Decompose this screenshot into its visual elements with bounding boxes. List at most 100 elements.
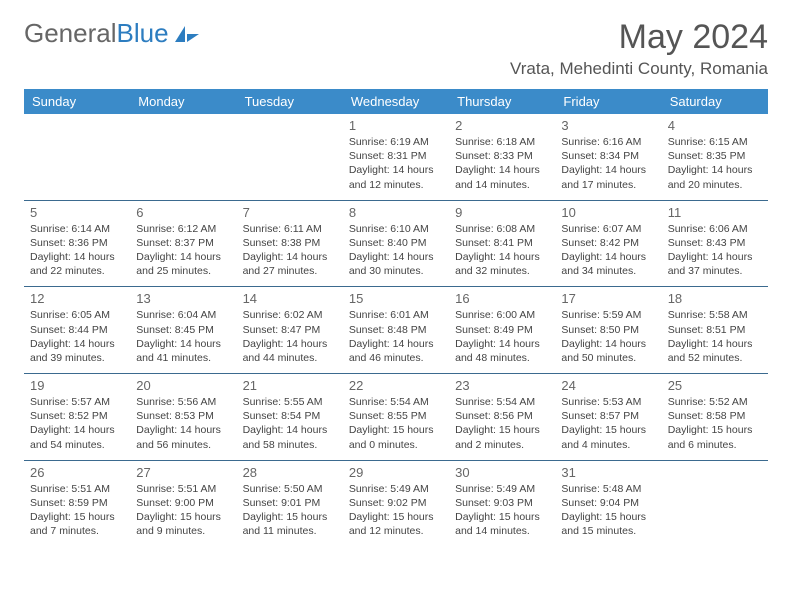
day-details: Sunrise: 6:06 AMSunset: 8:43 PMDaylight:… [668, 222, 762, 279]
day-details: Sunrise: 5:48 AMSunset: 9:04 PMDaylight:… [561, 482, 655, 539]
day-details: Sunrise: 6:14 AMSunset: 8:36 PMDaylight:… [30, 222, 124, 279]
day-number: 25 [668, 378, 762, 393]
sunrise-text: Sunrise: 5:58 AM [668, 308, 762, 322]
day-cell: 10Sunrise: 6:07 AMSunset: 8:42 PMDayligh… [555, 200, 661, 287]
sunset-text: Sunset: 8:51 PM [668, 323, 762, 337]
header-row: GeneralBlue May 2024 Vrata, Mehedinti Co… [24, 18, 768, 79]
day-cell: 23Sunrise: 5:54 AMSunset: 8:56 PMDayligh… [449, 374, 555, 461]
day-cell: 18Sunrise: 5:58 AMSunset: 8:51 PMDayligh… [662, 287, 768, 374]
day-cell: 6Sunrise: 6:12 AMSunset: 8:37 PMDaylight… [130, 200, 236, 287]
day-details: Sunrise: 6:02 AMSunset: 8:47 PMDaylight:… [243, 308, 337, 365]
day-number: 26 [30, 465, 124, 480]
daylight-text: Daylight: 14 hours and 34 minutes. [561, 250, 655, 278]
sunrise-text: Sunrise: 6:04 AM [136, 308, 230, 322]
sunrise-text: Sunrise: 6:11 AM [243, 222, 337, 236]
daylight-text: Daylight: 14 hours and 58 minutes. [243, 423, 337, 451]
day-cell: 5Sunrise: 6:14 AMSunset: 8:36 PMDaylight… [24, 200, 130, 287]
sunset-text: Sunset: 8:38 PM [243, 236, 337, 250]
weekday-header-row: Sunday Monday Tuesday Wednesday Thursday… [24, 89, 768, 114]
sunset-text: Sunset: 8:49 PM [455, 323, 549, 337]
week-row: 12Sunrise: 6:05 AMSunset: 8:44 PMDayligh… [24, 287, 768, 374]
day-cell: 21Sunrise: 5:55 AMSunset: 8:54 PMDayligh… [237, 374, 343, 461]
sunrise-text: Sunrise: 5:53 AM [561, 395, 655, 409]
day-details: Sunrise: 5:50 AMSunset: 9:01 PMDaylight:… [243, 482, 337, 539]
day-cell [130, 114, 236, 200]
daylight-text: Daylight: 15 hours and 4 minutes. [561, 423, 655, 451]
day-details: Sunrise: 5:49 AMSunset: 9:03 PMDaylight:… [455, 482, 549, 539]
day-cell: 24Sunrise: 5:53 AMSunset: 8:57 PMDayligh… [555, 374, 661, 461]
day-number: 8 [349, 205, 443, 220]
weekday-header: Tuesday [237, 89, 343, 114]
week-row: 26Sunrise: 5:51 AMSunset: 8:59 PMDayligh… [24, 460, 768, 546]
sunset-text: Sunset: 8:33 PM [455, 149, 549, 163]
sunset-text: Sunset: 9:04 PM [561, 496, 655, 510]
day-cell: 9Sunrise: 6:08 AMSunset: 8:41 PMDaylight… [449, 200, 555, 287]
sunset-text: Sunset: 8:37 PM [136, 236, 230, 250]
sunset-text: Sunset: 8:36 PM [30, 236, 124, 250]
sunset-text: Sunset: 9:02 PM [349, 496, 443, 510]
day-cell: 7Sunrise: 6:11 AMSunset: 8:38 PMDaylight… [237, 200, 343, 287]
location: Vrata, Mehedinti County, Romania [510, 59, 768, 79]
sunrise-text: Sunrise: 5:54 AM [349, 395, 443, 409]
day-details: Sunrise: 6:19 AMSunset: 8:31 PMDaylight:… [349, 135, 443, 192]
day-number: 22 [349, 378, 443, 393]
sunrise-text: Sunrise: 6:19 AM [349, 135, 443, 149]
day-number: 16 [455, 291, 549, 306]
daylight-text: Daylight: 15 hours and 9 minutes. [136, 510, 230, 538]
logo-sail-icon [173, 24, 201, 44]
day-cell: 19Sunrise: 5:57 AMSunset: 8:52 PMDayligh… [24, 374, 130, 461]
weekday-header: Wednesday [343, 89, 449, 114]
daylight-text: Daylight: 14 hours and 46 minutes. [349, 337, 443, 365]
daylight-text: Daylight: 14 hours and 25 minutes. [136, 250, 230, 278]
day-cell: 2Sunrise: 6:18 AMSunset: 8:33 PMDaylight… [449, 114, 555, 200]
sunrise-text: Sunrise: 6:07 AM [561, 222, 655, 236]
sunrise-text: Sunrise: 6:18 AM [455, 135, 549, 149]
daylight-text: Daylight: 14 hours and 50 minutes. [561, 337, 655, 365]
daylight-text: Daylight: 14 hours and 37 minutes. [668, 250, 762, 278]
weekday-header: Saturday [662, 89, 768, 114]
sunset-text: Sunset: 8:31 PM [349, 149, 443, 163]
day-number: 17 [561, 291, 655, 306]
day-details: Sunrise: 6:18 AMSunset: 8:33 PMDaylight:… [455, 135, 549, 192]
sunrise-text: Sunrise: 5:52 AM [668, 395, 762, 409]
sunrise-text: Sunrise: 5:51 AM [30, 482, 124, 496]
day-cell: 25 Sunrise: 5:52 AMSunset: 8:58 PMDayligh… [662, 374, 768, 461]
day-number: 20 [136, 378, 230, 393]
sunrise-text: Sunrise: 6:08 AM [455, 222, 549, 236]
day-cell: 14Sunrise: 6:02 AMSunset: 8:47 PMDayligh… [237, 287, 343, 374]
sunset-text: Sunset: 8:53 PM [136, 409, 230, 423]
day-number: 9 [455, 205, 549, 220]
day-number: 23 [455, 378, 549, 393]
day-cell: 8Sunrise: 6:10 AMSunset: 8:40 PMDaylight… [343, 200, 449, 287]
sunrise-text: Sunrise: 6:01 AM [349, 308, 443, 322]
day-number: 4 [668, 118, 762, 133]
day-cell: 4Sunrise: 6:15 AMSunset: 8:35 PMDaylight… [662, 114, 768, 200]
sunset-text: Sunset: 8:45 PM [136, 323, 230, 337]
sunrise-text: Sunrise: 6:00 AM [455, 308, 549, 322]
day-cell: 11Sunrise: 6:06 AMSunset: 8:43 PMDayligh… [662, 200, 768, 287]
daylight-text: Daylight: 15 hours and 7 minutes. [30, 510, 124, 538]
day-cell: 26Sunrise: 5:51 AMSunset: 8:59 PMDayligh… [24, 460, 130, 546]
sunset-text: Sunset: 8:47 PM [243, 323, 337, 337]
day-cell: 28Sunrise: 5:50 AMSunset: 9:01 PMDayligh… [237, 460, 343, 546]
day-cell [662, 460, 768, 546]
sunset-text: Sunset: 9:00 PM [136, 496, 230, 510]
week-row: 1Sunrise: 6:19 AMSunset: 8:31 PMDaylight… [24, 114, 768, 200]
sunrise-text: Sunrise: 5:57 AM [30, 395, 124, 409]
sunrise-text: Sunrise: 5:49 AM [455, 482, 549, 496]
daylight-text: Daylight: 15 hours and 14 minutes. [455, 510, 549, 538]
sunset-text: Sunset: 8:42 PM [561, 236, 655, 250]
sunset-text: Sunset: 8:34 PM [561, 149, 655, 163]
day-cell: 20 Sunrise: 5:56 AMSunset: 8:53 PMDayligh… [130, 374, 236, 461]
day-number: 15 [349, 291, 443, 306]
sunset-text: Sunset: 9:03 PM [455, 496, 549, 510]
daylight-text: Daylight: 14 hours and 48 minutes. [455, 337, 549, 365]
day-details: Sunrise: 5:52 AMSunset: 8:58 PMDaylight:… [668, 395, 762, 452]
day-details: Sunrise: 5:56 AMSunset: 8:53 PMDaylight:… [136, 395, 230, 452]
day-cell: 12Sunrise: 6:05 AMSunset: 8:44 PMDayligh… [24, 287, 130, 374]
day-number: 7 [243, 205, 337, 220]
day-number: 27 [136, 465, 230, 480]
sunset-text: Sunset: 8:57 PM [561, 409, 655, 423]
daylight-text: Daylight: 14 hours and 39 minutes. [30, 337, 124, 365]
sunset-text: Sunset: 8:40 PM [349, 236, 443, 250]
